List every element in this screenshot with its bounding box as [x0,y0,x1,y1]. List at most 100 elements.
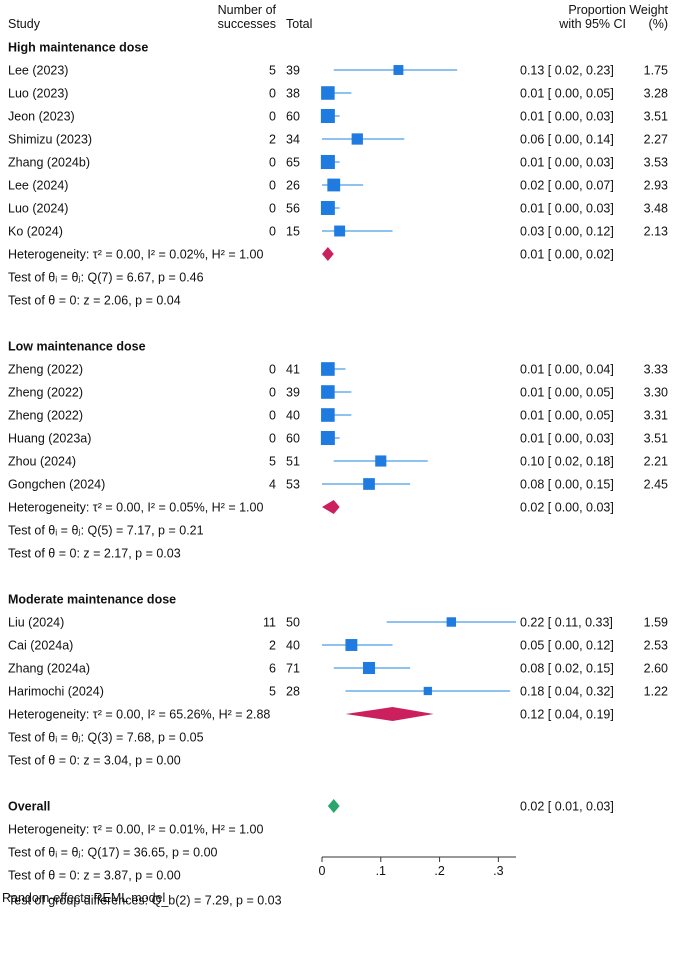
study-label: Cai (2024a) [8,639,73,653]
x-tick-label: .3 [493,864,503,878]
header-successes-line1: Number of [218,3,277,17]
x-tick-label: .1 [376,864,386,878]
study-marker [351,133,363,145]
study-total: 28 [286,685,300,699]
study-label: Luo (2023) [8,87,68,101]
header-study: Study [8,17,41,31]
study-weight: 2.45 [644,478,668,492]
study-marker [320,154,335,170]
study-label: Shimizu (2023) [8,133,92,147]
subgroup-ci-text: 0.12 [ 0.04, 0.19] [520,708,614,722]
study-ci-text: 0.05 [ 0.00, 0.12] [520,639,614,653]
study-total: 60 [286,432,300,446]
study-successes: 0 [269,87,276,101]
group-test-zero: Test of θ = 0: z = 3.04, p = 0.00 [8,754,181,768]
header-ci-line2: with 95% CI [558,17,626,31]
study-total: 34 [286,133,300,147]
study-ci-text: 0.01 [ 0.00, 0.03] [520,156,614,170]
study-ci-text: 0.08 [ 0.02, 0.15] [520,662,614,676]
study-ci-text: 0.01 [ 0.00, 0.03] [520,432,614,446]
study-total: 71 [286,662,300,676]
study-weight: 2.93 [644,179,668,193]
study-label: Lee (2023) [8,64,68,78]
study-total: 38 [286,87,300,101]
study-total: 39 [286,64,300,78]
study-successes: 0 [269,363,276,377]
study-label: Ko (2024) [8,225,63,239]
group-test-equal: Test of θᵢ = θⱼ: Q(7) = 6.67, p = 0.46 [8,271,204,285]
subgroup-ci-text: 0.01 [ 0.00, 0.02] [520,248,614,262]
study-marker [446,617,457,627]
study-ci-text: 0.13 [ 0.02, 0.23] [520,64,614,78]
header-weight-line2: (%) [649,17,668,31]
overall-ci-text: 0.02 [ 0.01, 0.03] [520,800,614,814]
study-weight: 2.60 [644,662,668,676]
study-successes: 6 [269,662,276,676]
study-marker [320,108,335,124]
study-ci-text: 0.10 [ 0.02, 0.18] [520,455,614,469]
study-ci-text: 0.01 [ 0.00, 0.05] [520,386,614,400]
study-label: Zhang (2024a) [8,662,90,676]
study-successes: 2 [269,133,276,147]
study-total: 65 [286,156,300,170]
study-ci-text: 0.02 [ 0.00, 0.07] [520,179,614,193]
group-heterogeneity: Heterogeneity: τ² = 0.00, I² = 0.05%, H²… [8,501,263,515]
study-total: 51 [286,455,300,469]
study-total: 41 [286,363,300,377]
study-successes: 5 [269,64,276,78]
study-weight: 3.33 [644,363,668,377]
study-marker [393,65,404,75]
study-successes: 4 [269,478,276,492]
overall-diamond [327,799,340,813]
study-successes: 0 [269,409,276,423]
study-label: Zheng (2022) [8,386,83,400]
study-successes: 11 [263,616,276,630]
group-heterogeneity: Heterogeneity: τ² = 0.00, I² = 65.26%, H… [8,708,270,722]
subgroup-diamond [322,500,340,514]
study-ci-text: 0.01 [ 0.00, 0.05] [520,87,614,101]
group-title: Moderate maintenance dose [8,593,176,607]
study-marker [423,686,432,696]
study-ci-text: 0.06 [ 0.00, 0.14] [520,133,614,147]
study-marker [363,478,375,490]
study-ci-text: 0.01 [ 0.00, 0.03] [520,202,614,216]
group-test-equal: Test of θᵢ = θⱼ: Q(3) = 7.68, p = 0.05 [8,731,204,745]
study-total: 50 [286,616,300,630]
study-ci-text: 0.03 [ 0.00, 0.12] [520,225,614,239]
study-label: Harimochi (2024) [8,685,104,699]
study-weight: 2.53 [644,639,668,653]
header-weight-line1: Weight [629,3,668,17]
study-marker [362,661,376,675]
header-total: Total [286,17,312,31]
study-total: 56 [286,202,300,216]
study-marker [375,455,387,467]
x-tick-label: .2 [434,864,444,878]
study-total: 15 [286,225,300,239]
study-marker [320,430,335,446]
study-label: Zhang (2024b) [8,156,90,170]
study-label: Zheng (2022) [8,363,83,377]
study-ci-text: 0.18 [ 0.04, 0.32] [520,685,614,699]
study-marker [320,201,335,215]
study-successes: 5 [269,455,276,469]
study-marker [327,178,341,192]
group-test-equal: Test of θᵢ = θⱼ: Q(5) = 7.17, p = 0.21 [8,524,204,538]
study-successes: 0 [269,110,276,124]
study-weight: 3.51 [644,110,668,124]
study-total: 39 [286,386,300,400]
overall-test-zero: Test of θ = 0: z = 3.87, p = 0.00 [8,869,181,883]
study-ci-text: 0.01 [ 0.00, 0.03] [520,110,614,124]
study-ci-text: 0.22 [ 0.11, 0.33] [520,616,613,630]
group-title: High maintenance dose [8,41,148,55]
x-tick-label: 0 [319,864,326,878]
footnote: Random-effects REML model [2,891,165,905]
group-title: Low maintenance dose [8,340,146,354]
study-weight: 3.48 [644,202,668,216]
subgroup-diamond [322,247,334,261]
study-successes: 0 [269,202,276,216]
study-weight: 2.21 [644,455,668,469]
overall-heterogeneity: Heterogeneity: τ² = 0.00, I² = 0.01%, H²… [8,823,263,837]
study-marker [321,362,335,376]
study-ci-text: 0.08 [ 0.00, 0.15] [520,478,614,492]
